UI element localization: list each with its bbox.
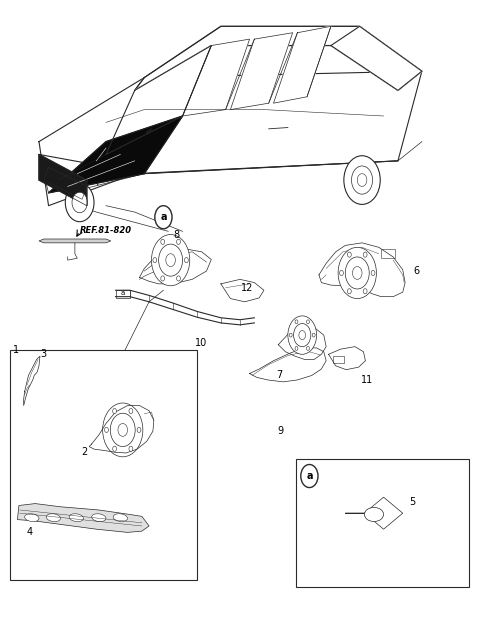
Text: 12: 12	[241, 282, 253, 293]
Circle shape	[166, 254, 175, 266]
Polygon shape	[39, 155, 87, 205]
Circle shape	[161, 239, 165, 245]
Text: a: a	[120, 290, 125, 297]
Circle shape	[113, 408, 117, 413]
Polygon shape	[39, 239, 111, 243]
Text: 9: 9	[277, 426, 284, 436]
Circle shape	[352, 266, 362, 279]
Bar	[381, 248, 395, 258]
Circle shape	[307, 347, 310, 351]
Circle shape	[155, 205, 172, 229]
Circle shape	[295, 347, 298, 351]
Circle shape	[103, 403, 143, 457]
Text: 2: 2	[81, 447, 87, 457]
Polygon shape	[274, 26, 331, 103]
Ellipse shape	[113, 514, 128, 521]
Circle shape	[312, 333, 315, 337]
Polygon shape	[230, 33, 293, 110]
Polygon shape	[106, 46, 211, 155]
Circle shape	[338, 247, 376, 299]
Ellipse shape	[92, 514, 106, 521]
Circle shape	[118, 424, 128, 437]
Circle shape	[363, 289, 367, 294]
Text: a: a	[306, 471, 312, 481]
Text: 3: 3	[41, 349, 47, 360]
Text: 11: 11	[360, 375, 373, 385]
Circle shape	[113, 446, 117, 451]
Text: 8: 8	[174, 230, 180, 239]
Ellipse shape	[69, 514, 84, 521]
Circle shape	[161, 276, 165, 281]
Circle shape	[294, 324, 311, 347]
Bar	[333, 356, 344, 363]
Bar	[297, 459, 469, 587]
Circle shape	[307, 320, 310, 324]
Circle shape	[129, 408, 133, 413]
Circle shape	[345, 257, 369, 289]
Circle shape	[288, 316, 317, 354]
Circle shape	[153, 257, 157, 263]
Circle shape	[339, 270, 343, 275]
Circle shape	[129, 446, 133, 451]
Text: 5: 5	[409, 497, 415, 507]
Ellipse shape	[364, 507, 384, 521]
Circle shape	[351, 166, 372, 194]
Polygon shape	[135, 71, 422, 173]
Ellipse shape	[24, 514, 39, 521]
Circle shape	[105, 428, 108, 433]
Bar	[10, 350, 197, 580]
Circle shape	[137, 428, 141, 433]
Text: 7: 7	[276, 370, 282, 381]
Circle shape	[344, 156, 380, 204]
Circle shape	[184, 257, 188, 263]
Polygon shape	[182, 39, 250, 116]
Circle shape	[348, 252, 351, 257]
Text: 10: 10	[194, 338, 207, 349]
Circle shape	[301, 465, 318, 487]
Circle shape	[110, 413, 135, 447]
Circle shape	[177, 239, 180, 245]
Circle shape	[348, 289, 351, 294]
Circle shape	[152, 234, 190, 286]
Circle shape	[363, 252, 367, 257]
Circle shape	[357, 173, 367, 186]
Polygon shape	[48, 116, 182, 193]
Text: a: a	[160, 213, 167, 222]
Circle shape	[289, 333, 292, 337]
Polygon shape	[17, 503, 149, 532]
Circle shape	[299, 331, 306, 340]
Circle shape	[177, 276, 180, 281]
Text: 6: 6	[413, 266, 419, 276]
Text: 1: 1	[13, 345, 19, 355]
Text: 4: 4	[26, 527, 33, 537]
Ellipse shape	[46, 514, 60, 521]
Circle shape	[158, 244, 182, 276]
Circle shape	[65, 183, 94, 221]
Text: REF.81-820: REF.81-820	[80, 225, 132, 234]
Polygon shape	[135, 26, 422, 91]
Bar	[116, 290, 130, 298]
Polygon shape	[135, 26, 422, 91]
Circle shape	[72, 192, 87, 213]
Polygon shape	[331, 26, 422, 91]
Circle shape	[295, 320, 298, 324]
Circle shape	[371, 270, 375, 275]
